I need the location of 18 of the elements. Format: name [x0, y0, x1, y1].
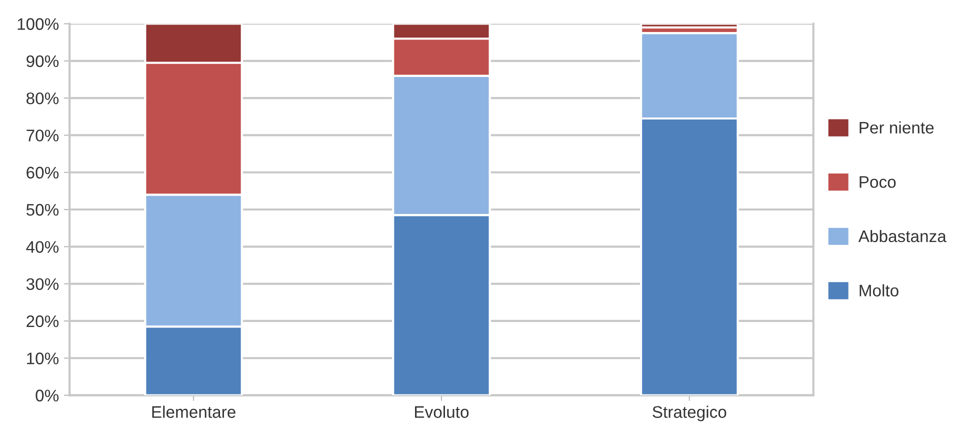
- legend-label: Per niente: [860, 121, 934, 134]
- legend-label: Poco: [860, 176, 896, 188]
- y-tick-label: 100%: [18, 18, 59, 30]
- y-tick-label: 80%: [26, 92, 59, 104]
- x-tick-label: Evoluto: [415, 406, 469, 418]
- y-tick-label: 60%: [26, 166, 59, 179]
- y-tick-label: 30%: [26, 278, 59, 290]
- y-tick-label: 70%: [26, 130, 59, 142]
- y-tick-label: 0%: [36, 390, 59, 402]
- x-tick-label: Elementare: [152, 406, 236, 418]
- y-tick-label: 10%: [27, 352, 59, 364]
- legend-label: Abbastanza: [858, 230, 946, 242]
- y-tick-label: 40%: [26, 241, 59, 253]
- x-tick-label: Strategico: [652, 406, 726, 422]
- y-tick-label: 50%: [26, 204, 59, 216]
- legend-label: Molto: [860, 284, 898, 296]
- y-tick-label: 90%: [26, 55, 59, 68]
- y-tick-label: 20%: [26, 315, 59, 328]
